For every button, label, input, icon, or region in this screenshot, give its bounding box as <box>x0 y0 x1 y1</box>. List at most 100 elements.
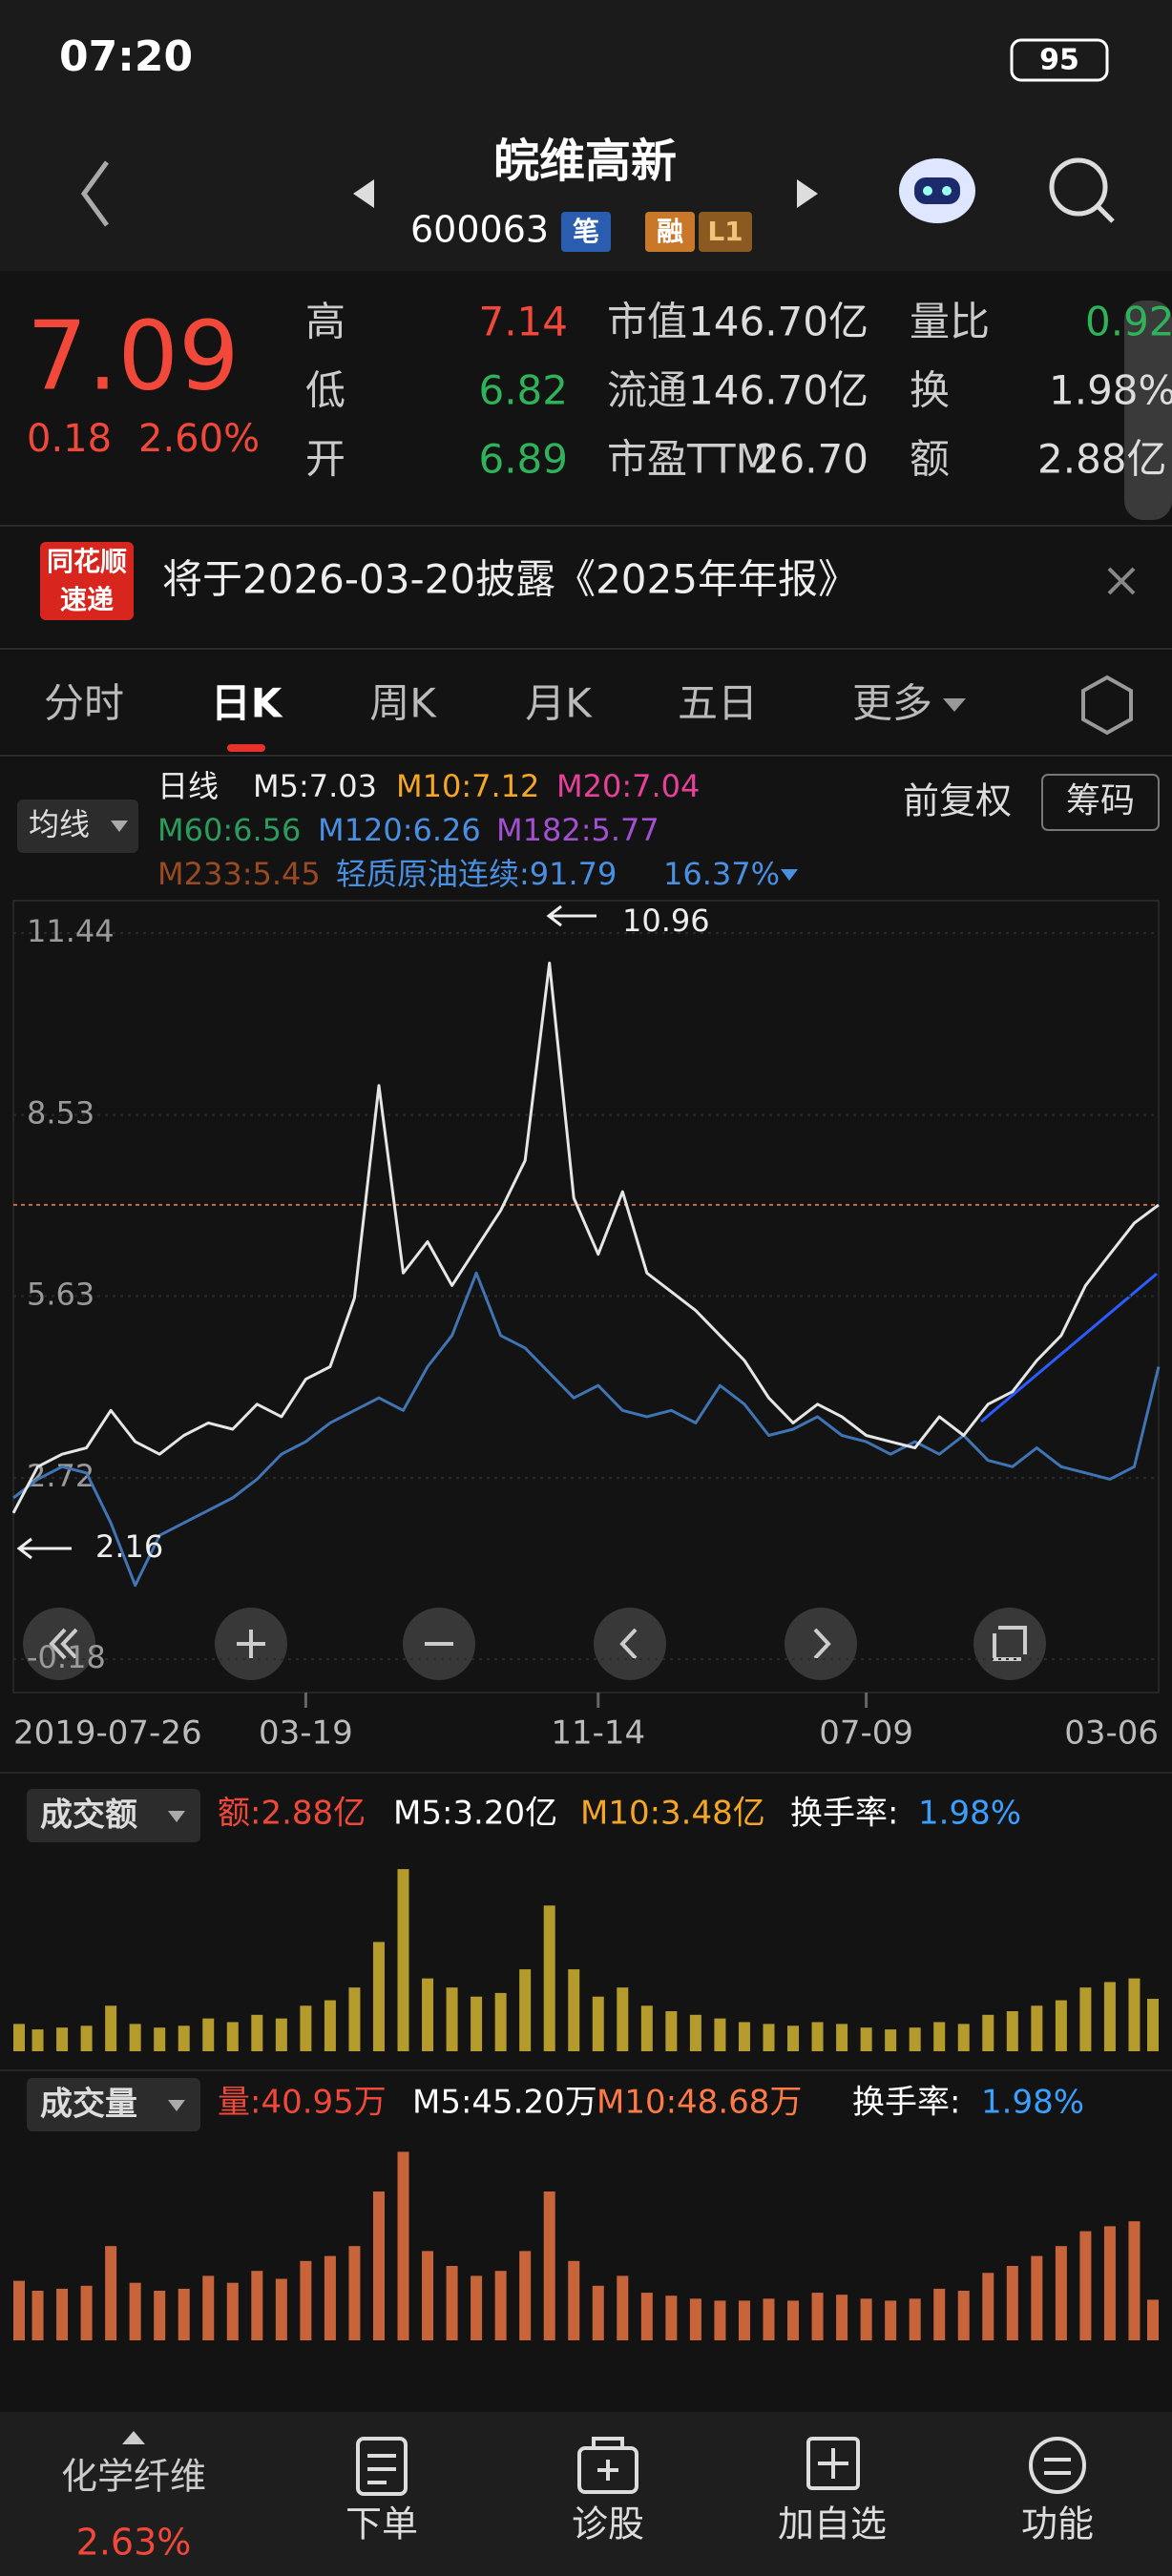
volume-bar <box>1147 1999 1159 2051</box>
volume-bar <box>665 2296 678 2340</box>
volume-bar <box>787 2300 800 2340</box>
banner-logo-text: 速递 <box>60 584 114 615</box>
banner-text[interactable]: 将于2026-03-20披露《2025年年报》 <box>162 556 858 603</box>
search-icon[interactable] <box>1049 157 1115 223</box>
quote-label: 换 <box>910 367 950 414</box>
panel-button-text[interactable]: 成交额 <box>40 1797 137 1835</box>
dropdown-arrow <box>111 821 128 832</box>
sector-name[interactable]: 化学纤维 <box>61 2456 206 2498</box>
volume-bar <box>1006 2266 1018 2340</box>
quote-label: 量比 <box>910 299 990 345</box>
volume-bar <box>1079 1987 1092 2051</box>
panel-legend: M5:3.20亿 <box>393 1795 557 1833</box>
volume-bar <box>568 2260 580 2340</box>
y-tick-label: 8.53 <box>27 1095 94 1132</box>
chips-button[interactable] <box>1041 774 1160 831</box>
nav-item[interactable]: 功能 <box>1021 2503 1094 2545</box>
volume-bar <box>1055 2246 1067 2340</box>
close-banner[interactable] <box>1107 567 1136 595</box>
volume-bar <box>763 2298 775 2340</box>
period-tab[interactable]: 日K <box>211 680 283 727</box>
volume-bar <box>933 2288 946 2340</box>
period-tab[interactable]: 分时 <box>44 680 124 727</box>
legend-item: M233:5.45 <box>157 856 321 892</box>
dropdown-arrow <box>943 698 966 712</box>
volume-bar <box>300 2005 312 2051</box>
volume-bar <box>105 2246 117 2340</box>
volume-bar <box>787 2025 800 2051</box>
quote-label: 低 <box>305 367 345 414</box>
status-time: 07:20 <box>59 32 193 81</box>
volume-bar <box>129 2024 141 2051</box>
badge <box>561 212 611 252</box>
volume-bar <box>275 2278 287 2340</box>
volume-bar <box>714 2300 726 2340</box>
volume-bar <box>202 2275 215 2340</box>
volume-bar <box>226 2282 239 2340</box>
settings-icon[interactable] <box>1081 675 1133 736</box>
panel-button-text[interactable]: 成交量 <box>40 2086 137 2124</box>
volume-bar <box>1031 2255 1043 2340</box>
volume-bar <box>1031 2005 1043 2051</box>
legend-item: 轻质原油连续:91.79 <box>336 856 617 892</box>
legend-item: M182:5.77 <box>496 812 659 848</box>
panel-legend: M10:48.68万 <box>596 2084 802 2122</box>
period-tab[interactable]: 五日 <box>678 680 758 727</box>
volume-bar <box>982 2014 994 2051</box>
nav-item[interactable]: 加自选 <box>778 2503 887 2545</box>
prev-stock[interactable] <box>353 179 374 208</box>
side-handle[interactable] <box>1124 301 1172 520</box>
assistant-icon[interactable] <box>899 158 975 223</box>
ma-button-text[interactable]: 均线 <box>29 806 90 842</box>
volume-bar <box>1147 2299 1159 2340</box>
quote-value: 1.98% <box>1049 367 1172 414</box>
period-tab[interactable]: 周K <box>369 680 437 727</box>
volume-bar <box>324 2255 336 2340</box>
volume-bar <box>1079 2231 1092 2340</box>
panel-legend: 额:2.88亿 <box>218 1795 366 1833</box>
tab-indicator <box>227 744 265 752</box>
chart-controls[interactable] <box>23 1608 1046 1680</box>
legend-item: 日线 <box>157 768 219 804</box>
amount-button[interactable] <box>27 1789 200 1842</box>
volume-bar <box>543 2192 555 2340</box>
period-tab[interactable]: 更多 <box>852 680 932 727</box>
quote-label: 市盈TTM <box>607 436 770 483</box>
volume-bar <box>56 2027 69 2051</box>
period-tab[interactable]: 月K <box>525 680 593 727</box>
volume-bar <box>811 2022 824 2051</box>
banner-logo-text: 同花顺 <box>47 546 127 577</box>
quote-value: 146.70亿 <box>688 299 869 345</box>
last-price: 7.09 <box>27 300 240 411</box>
volume-bar <box>519 2251 532 2340</box>
dropdown-arrow <box>168 2100 185 2111</box>
quote-value: 6.82 <box>478 367 568 414</box>
volume-bar <box>13 2024 25 2051</box>
volume-bar <box>665 2011 678 2051</box>
back-button[interactable] <box>80 160 110 227</box>
next-stock[interactable] <box>797 179 818 208</box>
volume-bar <box>1128 1978 1141 2051</box>
adjust-button[interactable]: 前复权 <box>903 780 1012 822</box>
panel-legend: 1.98% <box>981 2084 1084 2122</box>
volume-bar <box>957 2291 970 2340</box>
volume-bar <box>1006 2011 1018 2051</box>
dropdown-arrow <box>781 869 798 881</box>
ma-button[interactable] <box>17 800 138 853</box>
badge <box>645 212 695 252</box>
volume-bar <box>372 2192 385 2340</box>
volume-bar <box>154 2291 166 2340</box>
volume-bar <box>592 1996 604 2051</box>
volume-button[interactable] <box>27 2078 200 2131</box>
nav-item[interactable]: 诊股 <box>572 2503 644 2545</box>
volume-bar <box>202 2018 215 2051</box>
volume-bar <box>519 1969 532 2051</box>
y-tick-label: -0.18 <box>27 1639 106 1675</box>
nav-item[interactable]: 下单 <box>345 2503 418 2545</box>
y-tick-label: 2.72 <box>27 1458 94 1494</box>
badge-text: 融 <box>657 216 683 247</box>
volume-bar <box>324 2000 336 2051</box>
banner-logo <box>40 542 134 620</box>
chips-text[interactable]: 筹码 <box>1066 781 1135 821</box>
control-icons <box>49 1626 1027 1661</box>
